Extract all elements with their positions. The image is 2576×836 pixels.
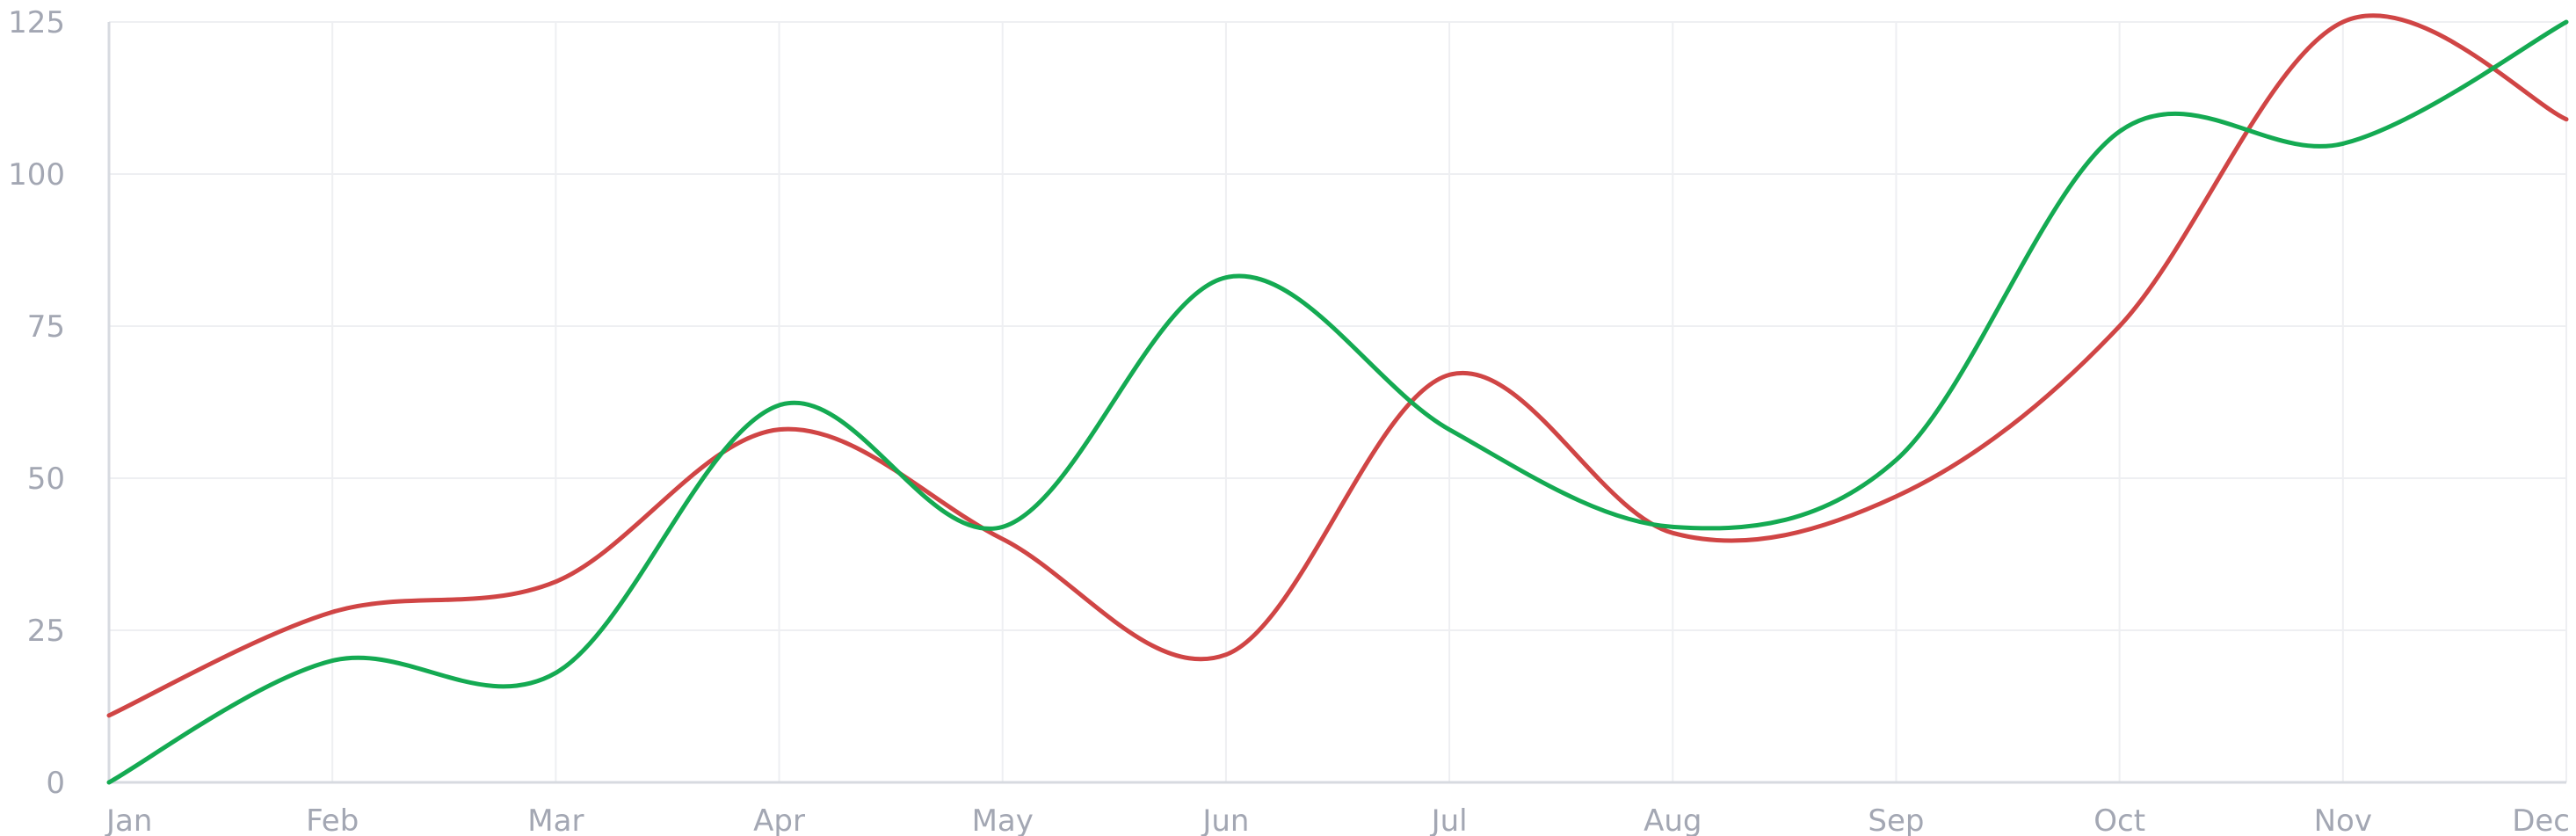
grid-layer xyxy=(109,21,2567,782)
x-tick-label-dec: Dec xyxy=(2512,803,2570,836)
x-tick-label-apr: Apr xyxy=(753,803,805,836)
x-tick-label-aug: Aug xyxy=(1644,803,1702,836)
x-tick-label-jul: Jul xyxy=(1430,803,1468,836)
x-tick-label-nov: Nov xyxy=(2314,803,2372,836)
x-tick-label-jun: Jun xyxy=(1201,803,1249,836)
series-line-1 xyxy=(106,19,2569,785)
y-tick-label-25: 25 xyxy=(27,614,65,649)
x-tick-label-oct: Oct xyxy=(2093,803,2145,836)
series-layer xyxy=(106,13,2569,785)
x-tick-label-mar: Mar xyxy=(527,803,584,836)
y-tick-label-0: 0 xyxy=(46,766,65,801)
y-tick-label-50: 50 xyxy=(27,462,65,497)
series-line-2 xyxy=(106,13,2569,718)
y-axis-tick-labels: 0 25 50 75 100 125 xyxy=(8,5,65,801)
x-tick-label-may: May xyxy=(972,803,1034,836)
x-tick-label-jan: Jan xyxy=(105,803,152,836)
y-tick-label-125: 125 xyxy=(8,5,65,40)
x-tick-label-feb: Feb xyxy=(306,803,359,836)
y-tick-label-75: 75 xyxy=(27,309,65,345)
axis-layer xyxy=(107,22,2566,784)
x-axis-tick-labels: Jan Feb Mar Apr May Jun Jul Aug Sep Oct Nov Dec xyxy=(105,803,2570,836)
y-tick-label-100: 100 xyxy=(8,157,65,193)
x-tick-label-sep: Sep xyxy=(1868,803,1924,836)
points-layer xyxy=(104,17,2572,788)
